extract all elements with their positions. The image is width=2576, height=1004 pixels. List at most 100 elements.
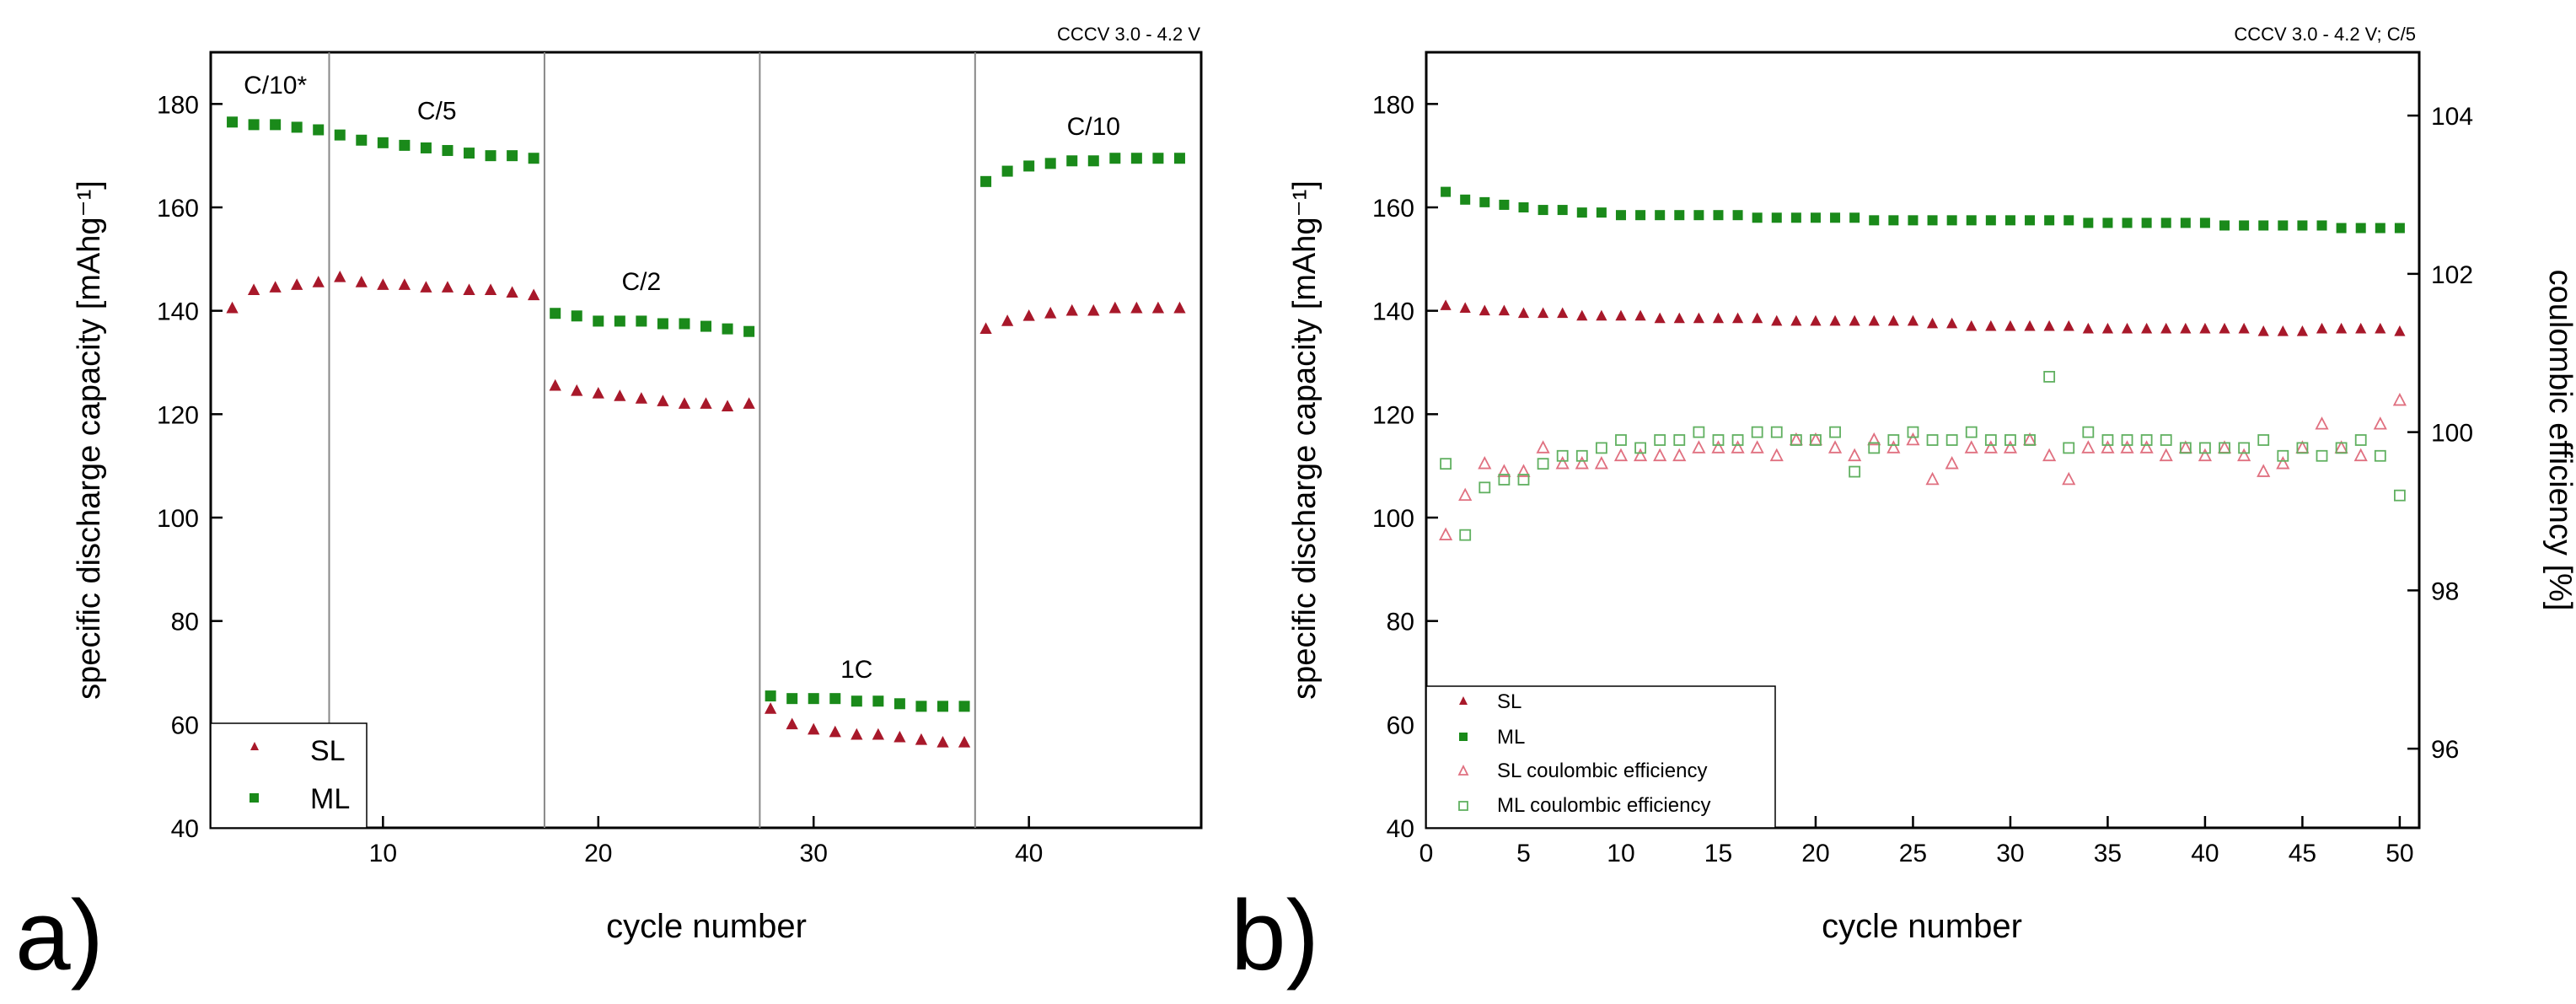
- data-point-ml: [507, 150, 518, 162]
- data-point-ml-coulombic-efficiency: [1790, 434, 1802, 446]
- data-point-sl-coulombic-efficiency: [2101, 440, 2115, 454]
- panel-a-rate-labels: C/10* C/5 C/2 1C C/10: [244, 72, 1120, 684]
- panel-a-y-axis: 40 60 80 100 120 140 160 180: [157, 91, 223, 843]
- panel-b-legend-ml-ce-marker: [1458, 801, 1468, 811]
- panel-a-x-axis-title: cycle number: [606, 908, 807, 945]
- data-point-ml: [485, 150, 496, 162]
- data-point-ml: [743, 325, 755, 337]
- data-point-ml-coulombic-efficiency: [2179, 442, 2192, 454]
- y2-tick-label: 96: [2431, 736, 2459, 764]
- data-point-ml: [2297, 220, 2308, 231]
- data-point-ml-coulombic-efficiency: [1595, 442, 1607, 454]
- panel-b-legend-box: [1425, 685, 1776, 829]
- data-point-ml: [2258, 220, 2269, 231]
- data-point-sl: [1712, 312, 1725, 324]
- data-point-sl: [2141, 322, 2153, 334]
- data-point-sl-coulombic-efficiency: [2276, 456, 2290, 470]
- data-point-sl: [1868, 314, 1880, 326]
- data-point-sl-coulombic-efficiency: [1886, 440, 1901, 454]
- x-tick-label: 15: [1704, 840, 1732, 867]
- data-point-sl: [872, 727, 884, 740]
- data-point-sl: [2043, 319, 2055, 331]
- data-point-sl-coulombic-efficiency: [1613, 448, 1629, 462]
- data-point-ml-coulombic-efficiency: [2140, 434, 2153, 446]
- data-point-ml-coulombic-efficiency: [2296, 442, 2309, 454]
- y-tick-label: 60: [171, 711, 199, 739]
- data-point-ml: [1479, 196, 1490, 207]
- data-point-sl: [1634, 309, 1646, 321]
- x-tick-label: 20: [584, 840, 612, 867]
- data-point-ml: [1460, 194, 1471, 205]
- data-point-ml-coulombic-efficiency: [2354, 434, 2367, 446]
- data-point-sl: [377, 278, 389, 290]
- data-point-ml: [1790, 212, 1801, 223]
- data-point-sl: [2199, 322, 2211, 334]
- data-point-ml: [1869, 215, 1880, 226]
- data-point-ml: [571, 310, 582, 322]
- data-point-sl: [355, 276, 368, 287]
- data-point-ml-coulombic-efficiency: [2121, 434, 2133, 446]
- data-point-ml: [1001, 165, 1013, 177]
- data-point-ml: [1966, 215, 1977, 226]
- data-point-ml: [1830, 212, 1841, 223]
- data-point-ml: [464, 148, 475, 159]
- data-point-sl: [1001, 314, 1014, 326]
- data-point-sl: [226, 301, 239, 314]
- panel-b-legend: SL ML SL coulombic efficiency ML coulomb…: [1425, 685, 1776, 829]
- data-point-ml-coulombic-efficiency: [1810, 434, 1822, 446]
- y-tick-label: 160: [157, 195, 199, 223]
- data-point-ml-coulombic-efficiency: [2374, 449, 2386, 462]
- data-point-ml-coulombic-efficiency: [1907, 426, 1919, 438]
- y-tick-label: 140: [157, 298, 199, 326]
- data-point-sl-coulombic-efficiency: [1867, 432, 1881, 446]
- x-tick-label: 5: [1516, 840, 1531, 867]
- data-point-ml: [1985, 215, 1996, 226]
- data-point-ml: [1499, 199, 1510, 210]
- data-point-ml: [2180, 217, 2191, 228]
- x-tick-label: 40: [1015, 840, 1043, 867]
- data-point-sl: [2219, 322, 2230, 334]
- data-point-sl-coulombic-efficiency: [2062, 471, 2076, 486]
- data-point-sl: [894, 730, 906, 743]
- data-point-ml-coulombic-efficiency: [2199, 442, 2211, 454]
- data-point-sl: [743, 397, 755, 409]
- data-point-ml: [2044, 215, 2055, 226]
- data-point-sl: [721, 400, 734, 411]
- data-point-sl: [549, 379, 561, 391]
- data-point-ml: [1441, 186, 1452, 197]
- data-point-sl: [1849, 314, 1860, 326]
- data-point-sl: [528, 288, 540, 301]
- data-point-ml: [980, 175, 992, 187]
- data-point-ml-coulombic-efficiency: [1751, 426, 1763, 438]
- data-point-sl: [2316, 322, 2328, 334]
- panel-a-legend-box: [210, 722, 368, 829]
- data-point-sl: [592, 387, 604, 399]
- data-point-ml: [722, 323, 733, 335]
- data-point-sl: [1615, 309, 1627, 321]
- data-point-ml: [1109, 153, 1121, 164]
- y-tick-label: 80: [1387, 609, 1414, 636]
- data-point-ml: [2394, 223, 2405, 234]
- data-point-sl-coulombic-efficiency: [1964, 440, 1978, 454]
- panel-b-legend-ml-label: ML: [1497, 726, 1525, 749]
- data-point-sl: [2121, 322, 2133, 334]
- data-point-ml: [2336, 223, 2347, 234]
- data-point-ml-coulombic-efficiency: [1965, 426, 1978, 438]
- data-point-sl-coulombic-efficiency: [1439, 527, 1453, 540]
- data-point-sl-coulombic-efficiency: [1633, 448, 1648, 462]
- panel-a-label: a): [15, 880, 104, 991]
- x-tick-label: 30: [800, 840, 828, 867]
- data-point-ml: [399, 139, 411, 151]
- data-point-sl: [979, 322, 992, 334]
- panel-b-x-axis-title: cycle number: [1822, 908, 2022, 945]
- data-point-sl-coulombic-efficiency: [2353, 448, 2368, 462]
- data-point-sl-coulombic-efficiency: [2003, 440, 2018, 454]
- data-point-ml-coulombic-efficiency: [2238, 442, 2251, 454]
- data-point-ml: [377, 137, 389, 148]
- data-point-ml-coulombic-efficiency: [1537, 458, 1549, 470]
- data-point-sl: [2024, 319, 2036, 331]
- data-point-sl: [1829, 314, 1841, 326]
- data-point-ml: [614, 315, 625, 327]
- x-tick-label: 40: [2191, 840, 2219, 867]
- data-point-sl: [1576, 309, 1588, 321]
